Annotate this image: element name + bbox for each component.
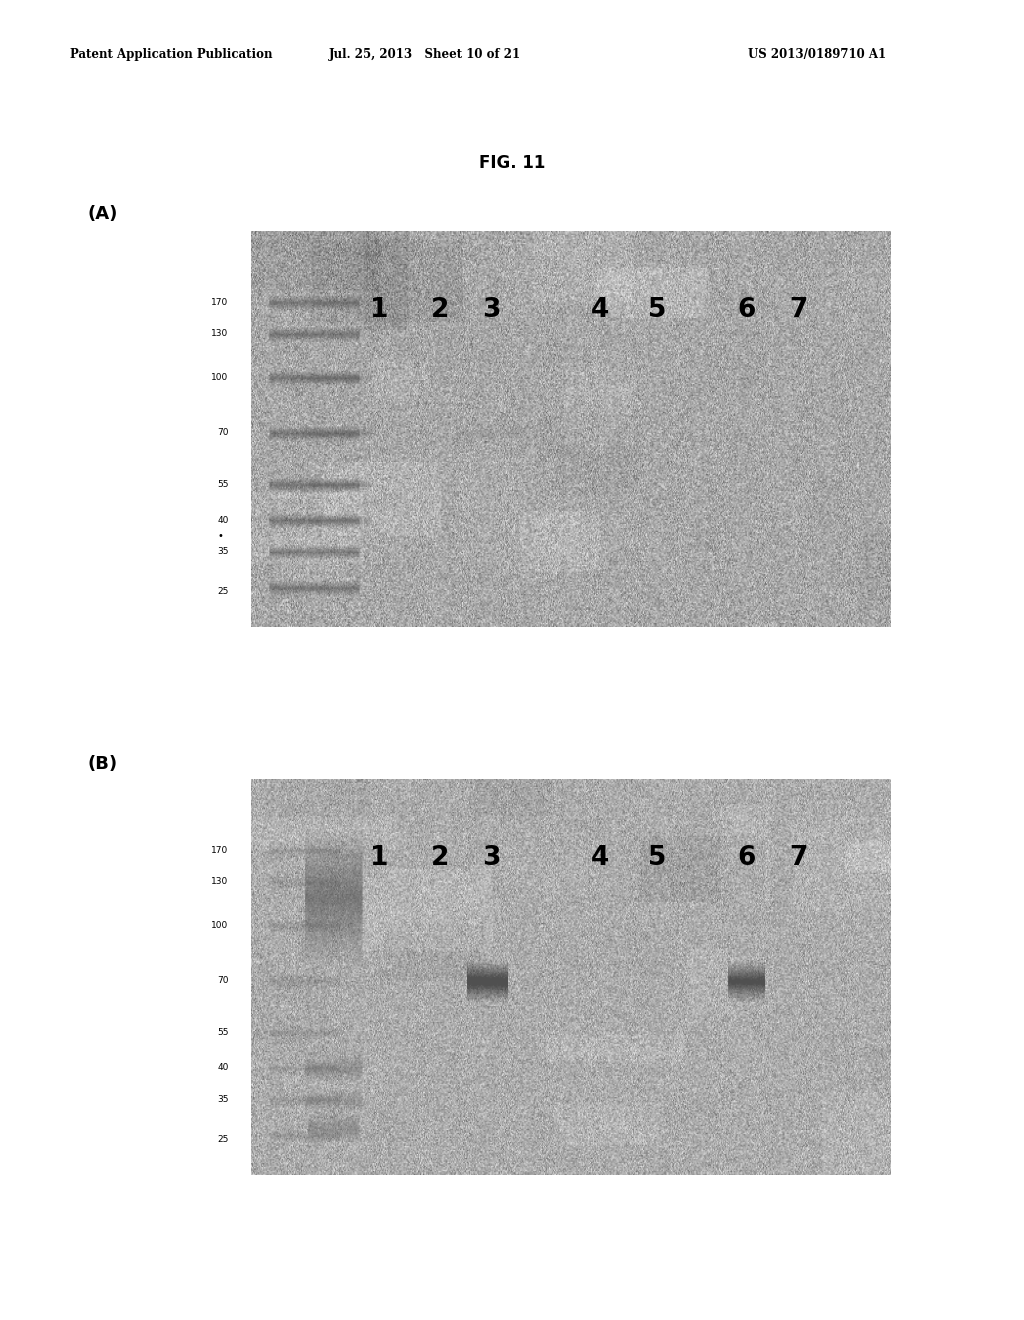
Text: (B): (B) bbox=[87, 755, 117, 774]
Text: 40: 40 bbox=[217, 1064, 228, 1072]
Text: 2: 2 bbox=[430, 297, 449, 323]
Text: Jul. 25, 2013   Sheet 10 of 21: Jul. 25, 2013 Sheet 10 of 21 bbox=[329, 48, 521, 61]
Text: 3: 3 bbox=[481, 297, 500, 323]
Text: 5: 5 bbox=[648, 297, 667, 323]
Text: FIG. 11: FIG. 11 bbox=[479, 154, 545, 173]
Text: US 2013/0189710 A1: US 2013/0189710 A1 bbox=[748, 48, 886, 61]
Text: 100: 100 bbox=[211, 921, 228, 929]
Text: (A): (A) bbox=[87, 205, 118, 223]
Text: 1: 1 bbox=[370, 845, 388, 871]
Text: 35: 35 bbox=[217, 1096, 228, 1104]
Text: 130: 130 bbox=[211, 878, 228, 886]
Text: 4: 4 bbox=[591, 845, 609, 871]
Text: 170: 170 bbox=[211, 846, 228, 854]
Text: 1: 1 bbox=[370, 297, 388, 323]
Text: 35: 35 bbox=[217, 548, 228, 556]
Text: 7: 7 bbox=[788, 845, 807, 871]
Text: 70: 70 bbox=[217, 977, 228, 985]
Text: Patent Application Publication: Patent Application Publication bbox=[70, 48, 272, 61]
Text: 6: 6 bbox=[737, 845, 756, 871]
Text: 70: 70 bbox=[217, 429, 228, 437]
Text: 40: 40 bbox=[217, 516, 228, 524]
Text: 55: 55 bbox=[217, 480, 228, 488]
Text: 7: 7 bbox=[788, 297, 807, 323]
Text: 5: 5 bbox=[648, 845, 667, 871]
Text: 25: 25 bbox=[217, 587, 228, 595]
Text: 55: 55 bbox=[217, 1028, 228, 1036]
Text: 4: 4 bbox=[591, 297, 609, 323]
Text: 3: 3 bbox=[481, 845, 500, 871]
Text: 170: 170 bbox=[211, 298, 228, 306]
Text: 2: 2 bbox=[430, 845, 449, 871]
Text: 130: 130 bbox=[211, 330, 228, 338]
Text: 100: 100 bbox=[211, 374, 228, 381]
Text: 6: 6 bbox=[737, 297, 756, 323]
Text: 25: 25 bbox=[217, 1135, 228, 1143]
Text: •: • bbox=[217, 531, 223, 541]
